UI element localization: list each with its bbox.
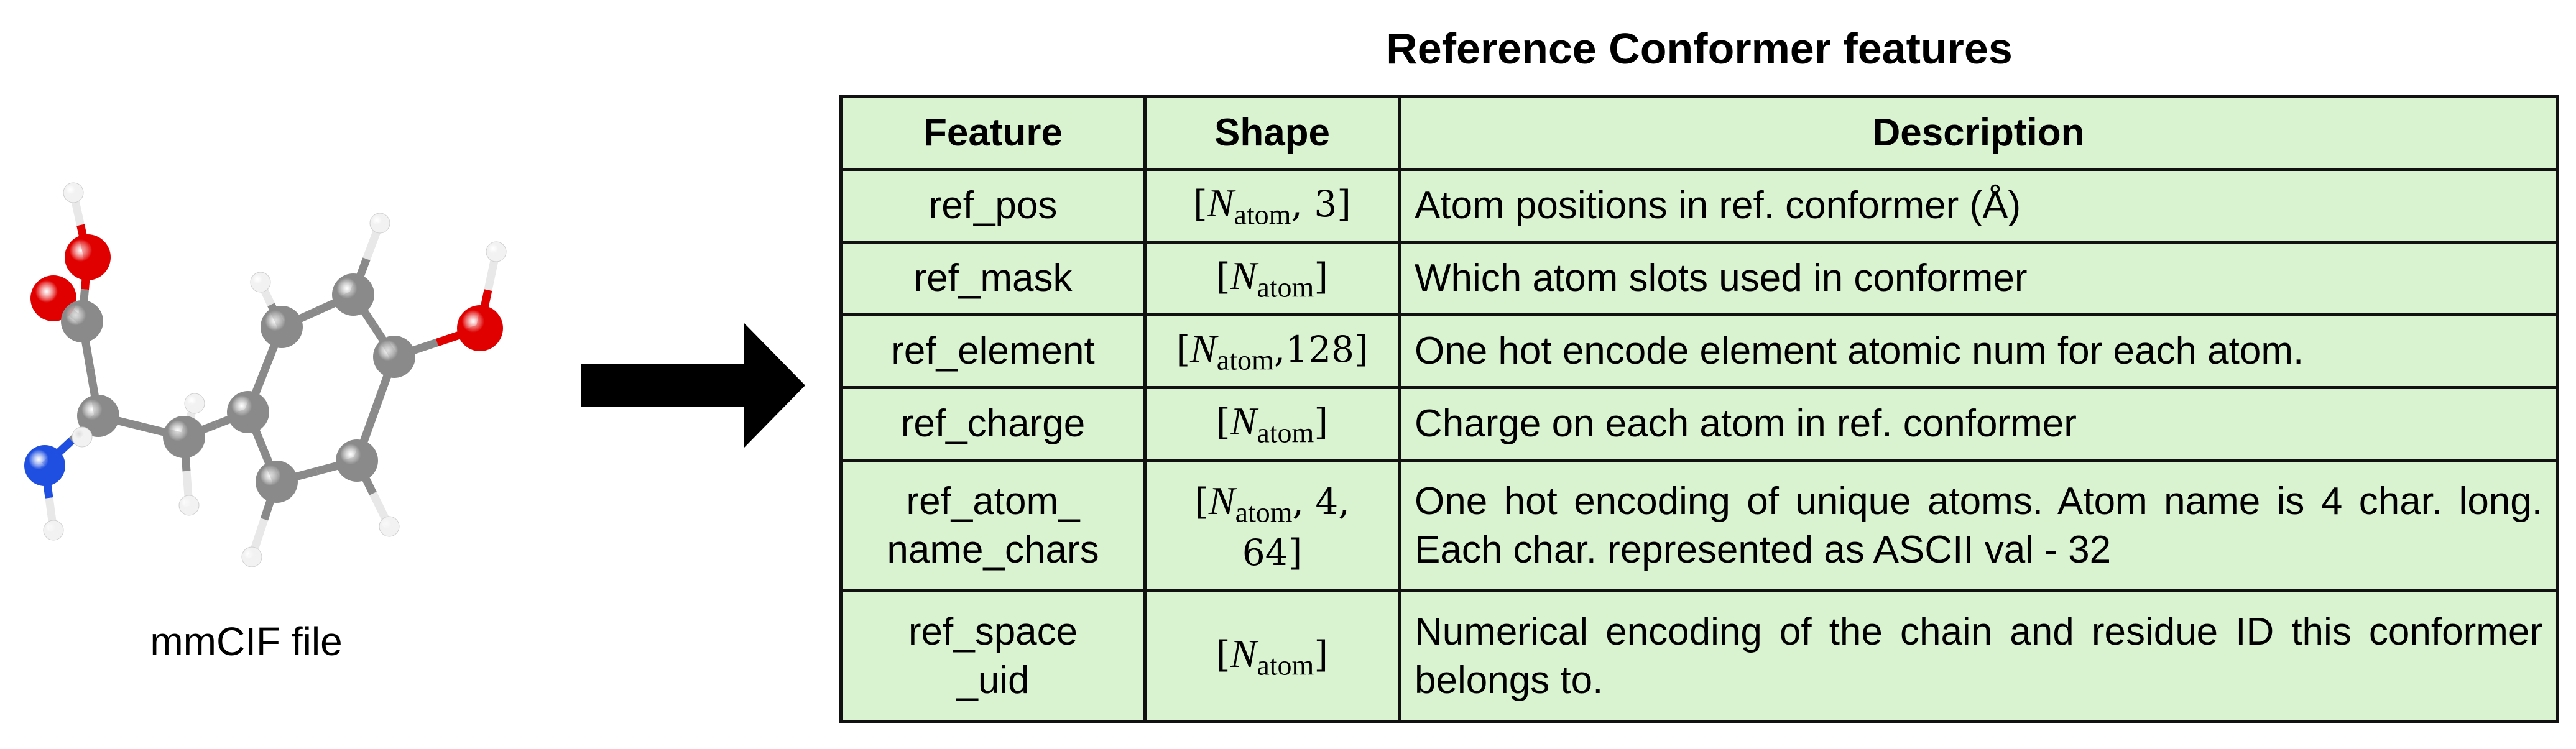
atom-c [256, 461, 298, 503]
atom-h [72, 426, 93, 448]
shape-rest: ] [1314, 255, 1328, 298]
table-row: ref_space _uid [Natom] Numerical encoding … [839, 589, 2559, 723]
atom-h [43, 520, 64, 541]
shape-symbol: N [1190, 326, 1217, 371]
header-feature: Feature [839, 95, 1147, 171]
atom-h [379, 516, 400, 537]
header-shape: Shape [1143, 95, 1401, 171]
atom-h [486, 241, 507, 262]
shape-cell: [Natom] [1143, 589, 1401, 723]
shape-symbol: N [1230, 631, 1257, 676]
mmcif-file-label: mmCIF file [150, 619, 343, 664]
table-row: ref_atom_ name_chars [Natom, 4, 64] One ho… [839, 459, 2559, 592]
shape-symbol: N [1207, 181, 1234, 226]
table-row: ref_mask [Natom] Which atom slots used in … [839, 241, 2559, 316]
feature-cell: ref_charge [839, 386, 1147, 462]
shape-open: [ [1216, 255, 1230, 298]
atom-c [336, 439, 378, 482]
feature-cell: ref_element [839, 313, 1147, 389]
table-row: ref_pos [Natom, 3] Atom positions in ref. … [839, 168, 2559, 244]
shape-subscript: atom [1216, 344, 1274, 377]
table-header-row: Feature Shape Description [839, 95, 2559, 171]
shape-subscript: atom [1234, 199, 1291, 231]
shape-rest: ] [1314, 401, 1328, 444]
shape-subscript: atom [1257, 417, 1314, 449]
table-title: Reference Conformer features [1386, 24, 2013, 73]
atom-h [178, 495, 200, 516]
shape-cell: [Natom] [1143, 241, 1401, 316]
shape-symbol: N [1230, 254, 1257, 298]
atom-h [369, 213, 390, 234]
description-cell: Numerical encoding of the chain and resi… [1398, 589, 2559, 723]
atom-c [332, 273, 374, 316]
shape-open: [ [1216, 401, 1230, 444]
description-cell: Atom positions in ref. conformer (Å) [1398, 168, 2559, 244]
shape-rest: ,128] [1273, 328, 1369, 371]
atom-o [65, 234, 111, 280]
atom-h [241, 546, 262, 567]
shape-open: [ [1194, 480, 1209, 523]
shape-cell: [Natom,128] [1143, 313, 1401, 389]
atom-c [373, 336, 415, 378]
feature-cell: ref_atom_ name_chars [839, 459, 1147, 592]
shape-symbol: N [1230, 399, 1257, 444]
description-cell: Which atom slots used in conformer [1398, 241, 2559, 316]
tyrosine-molecule-model [24, 182, 507, 567]
shape-subscript: atom [1257, 272, 1314, 304]
shape-rest: , 3] [1291, 183, 1351, 226]
atom-c [227, 391, 269, 433]
atom-c [77, 395, 119, 437]
table-row: ref_element [Natom,128] One hot encode ele… [839, 313, 2559, 389]
feature-cell: ref_mask [839, 241, 1147, 316]
atom-h [63, 182, 84, 203]
atom-c [261, 306, 303, 348]
feature-cell: ref_pos [839, 168, 1147, 244]
shape-rest: ] [1314, 633, 1328, 676]
shape-subscript: atom [1257, 649, 1314, 681]
atom-h [250, 272, 271, 293]
shape-cell: [Natom, 4, 64] [1143, 459, 1401, 592]
shape-rest: , 4, 64] [1242, 480, 1350, 574]
atom-o [457, 305, 503, 351]
shape-cell: [Natom] [1143, 386, 1401, 462]
header-description: Description [1398, 95, 2559, 171]
table-row: ref_charge [Natom] Charge on each atom in … [839, 386, 2559, 462]
description-cell: One hot encode element atomic num for ea… [1398, 313, 2559, 389]
shape-cell: [Natom, 3] [1143, 168, 1401, 244]
atom-c [163, 416, 205, 458]
description-cell: Charge on each atom in ref. conformer [1398, 386, 2559, 462]
shape-open: [ [1216, 633, 1230, 676]
shape-open: [ [1176, 328, 1191, 371]
atom-h [184, 393, 205, 414]
right-arrow-icon [581, 323, 805, 448]
description-cell: One hot encoding of unique atoms. Atom n… [1398, 459, 2559, 592]
shape-open: [ [1193, 183, 1207, 226]
shape-symbol: N [1208, 478, 1235, 523]
feature-cell: ref_space _uid [839, 589, 1147, 723]
atom-c [61, 300, 103, 342]
shape-subscript: atom [1235, 496, 1293, 528]
features-table: Feature Shape Description ref_pos [Natom,… [839, 95, 2559, 723]
atom-n [24, 445, 65, 486]
